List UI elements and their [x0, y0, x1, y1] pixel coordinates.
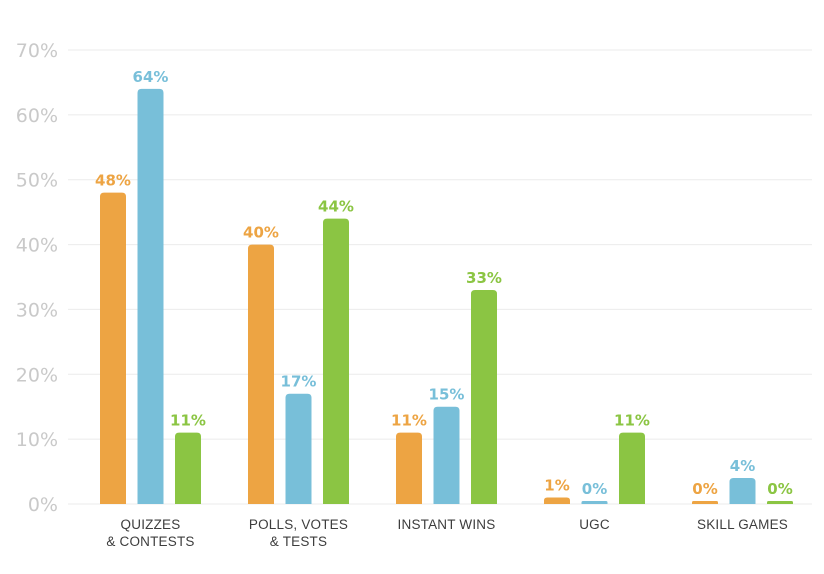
y-tick-label: 20% [16, 364, 58, 386]
bar [248, 244, 274, 505]
data-label: 11% [391, 412, 427, 430]
data-label: 40% [243, 224, 279, 242]
bar [581, 501, 608, 504]
bars [100, 88, 793, 505]
data-label: 0% [692, 480, 717, 498]
bar [729, 478, 756, 504]
bar [285, 393, 312, 504]
y-tick-label: 30% [16, 299, 58, 321]
data-label: 1% [544, 477, 569, 495]
bar [323, 218, 349, 504]
data-label: 11% [170, 412, 206, 430]
x-category-label: SKILL GAMES [697, 517, 788, 532]
x-category-label: UGC [579, 517, 610, 532]
y-tick-label: 40% [16, 235, 58, 257]
bar [100, 192, 126, 504]
y-tick-label: 70% [16, 40, 58, 62]
bar [619, 432, 645, 504]
y-tick-label: 60% [16, 105, 58, 127]
data-label: 15% [429, 386, 465, 404]
data-label: 0% [767, 480, 792, 498]
data-label: 4% [730, 457, 755, 475]
data-label: 0% [582, 480, 607, 498]
data-label: 48% [95, 172, 131, 190]
bar [433, 406, 460, 504]
x-category-label: POLLS, VOTES [249, 517, 348, 532]
bar [396, 432, 422, 504]
data-labels: 48% 40% 11% 1% 0% 64% 17% 15% 0% 4% 11% 44% 33% 11% 0% [95, 68, 793, 498]
y-axis-tick-labels: 0% 10% 20% 30% 40% 50% 60% 70% [16, 40, 58, 516]
data-label: 44% [318, 198, 354, 216]
y-tick-label: 50% [16, 170, 58, 192]
data-label: 64% [133, 68, 169, 86]
x-axis-category-labels: QUIZZES & CONTESTS POLLS, VOTES & TESTS INST… [106, 517, 788, 549]
bar [137, 88, 164, 505]
bar [767, 501, 793, 504]
x-category-label: INSTANT WINS [398, 517, 496, 532]
bar [692, 501, 718, 504]
x-category-label: & CONTESTS [106, 534, 194, 549]
y-tick-label: 0% [28, 494, 58, 516]
x-category-label: & TESTS [270, 534, 327, 549]
data-label: 11% [614, 412, 650, 430]
bar [544, 497, 570, 504]
data-label: 33% [466, 269, 502, 287]
data-label: 17% [281, 373, 317, 391]
x-category-label: QUIZZES [121, 517, 181, 532]
y-tick-label: 10% [16, 429, 58, 451]
bar [471, 289, 497, 504]
bar [175, 432, 201, 504]
